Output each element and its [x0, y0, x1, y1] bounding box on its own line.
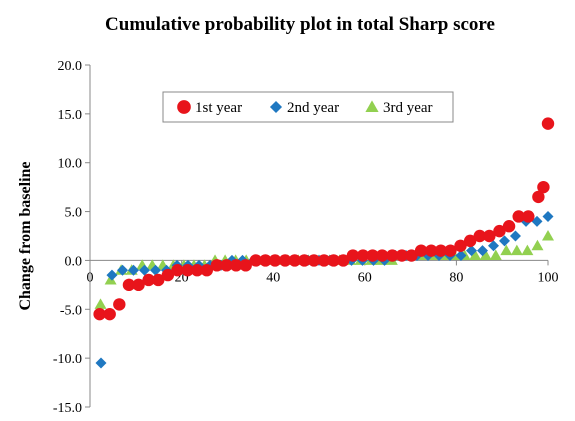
data-point — [95, 357, 107, 369]
data-point — [531, 239, 544, 251]
data-point — [103, 307, 116, 321]
data-point — [455, 250, 467, 262]
data-point — [132, 278, 145, 292]
data-point — [463, 234, 477, 248]
data-point — [307, 254, 321, 267]
legend-label: 3rd year — [383, 100, 433, 116]
legend-marker — [365, 100, 379, 112]
chart-title: Cumulative probability plot in total Sha… — [105, 14, 495, 35]
data-point — [142, 273, 155, 287]
data-point — [386, 249, 399, 262]
series-1st-year — [93, 117, 555, 321]
data-point — [434, 244, 448, 257]
data-point — [152, 273, 165, 287]
data-point — [414, 244, 428, 257]
data-point — [512, 210, 525, 223]
data-point — [483, 229, 496, 243]
data-point — [220, 259, 233, 272]
data-point — [493, 224, 506, 238]
data-point — [477, 245, 489, 257]
data-point — [317, 254, 331, 267]
y-tick-label: 15.0 — [58, 108, 83, 123]
data-point — [229, 259, 243, 272]
data-point — [356, 249, 370, 262]
data-point — [139, 264, 151, 276]
y-tick-label: 20.0 — [58, 59, 83, 74]
data-point — [498, 235, 510, 247]
data-point — [210, 259, 224, 272]
data-point — [469, 249, 482, 261]
data-point — [181, 264, 194, 277]
y-tick-label: 0.0 — [65, 254, 83, 269]
data-point — [268, 254, 282, 267]
data-point — [509, 230, 521, 242]
legend-marker — [269, 100, 283, 114]
data-point — [239, 259, 252, 272]
data-point — [537, 180, 550, 194]
data-points — [93, 117, 555, 369]
data-point — [278, 254, 292, 267]
legend-box — [162, 91, 454, 123]
data-point — [395, 249, 409, 262]
data-point — [542, 210, 554, 222]
data-point — [454, 239, 467, 252]
data-point — [502, 220, 516, 233]
data-point — [122, 278, 136, 292]
x-tick-label: 60 — [358, 270, 372, 285]
y-tick-label: -10.0 — [53, 352, 82, 367]
y-axis-label: Change from baseline — [17, 161, 34, 310]
data-point — [171, 264, 184, 277]
data-point — [288, 254, 301, 267]
data-point — [128, 264, 140, 276]
data-point — [337, 254, 350, 267]
data-point — [376, 249, 389, 262]
data-point — [522, 210, 535, 223]
x-tick-label: 100 — [538, 270, 559, 285]
data-point — [149, 264, 161, 276]
data-point — [531, 215, 543, 227]
legend-marker — [177, 100, 191, 114]
y-tick-label: -15.0 — [53, 401, 82, 416]
data-point — [298, 254, 311, 267]
data-point — [94, 298, 107, 309]
data-point — [106, 269, 118, 281]
x-tick-label: 80 — [449, 270, 463, 285]
y-tick-label: 10.0 — [58, 157, 83, 172]
legend-label: 1st year — [195, 100, 242, 116]
data-point — [93, 307, 106, 321]
y-tick-label: 5.0 — [65, 206, 83, 221]
y-tick-label: -5.0 — [60, 303, 82, 318]
data-point — [405, 249, 418, 262]
data-point — [117, 264, 129, 276]
data-point — [249, 254, 262, 267]
data-point — [532, 190, 545, 204]
data-point — [190, 264, 204, 277]
data-point — [521, 244, 534, 256]
data-point — [161, 268, 175, 282]
data-point — [425, 244, 438, 257]
data-point — [200, 264, 213, 277]
data-point — [500, 244, 513, 256]
data-point — [113, 298, 126, 311]
x-tick-label: 40 — [266, 270, 280, 285]
data-point — [473, 229, 486, 243]
data-point — [489, 249, 502, 261]
data-point — [466, 245, 478, 257]
data-point — [346, 249, 360, 262]
data-point — [510, 244, 523, 256]
data-point — [366, 249, 379, 262]
data-point — [327, 254, 340, 267]
data-point — [479, 249, 492, 261]
data-point — [444, 244, 457, 257]
data-point — [542, 230, 554, 241]
data-point — [259, 254, 272, 267]
data-point — [104, 273, 117, 285]
x-tick-label: 0 — [87, 270, 94, 285]
data-point — [487, 240, 499, 252]
legend: 1st year 2nd year 3rd year — [162, 91, 454, 123]
data-point — [541, 117, 555, 130]
legend-label: 2nd year — [287, 100, 339, 116]
